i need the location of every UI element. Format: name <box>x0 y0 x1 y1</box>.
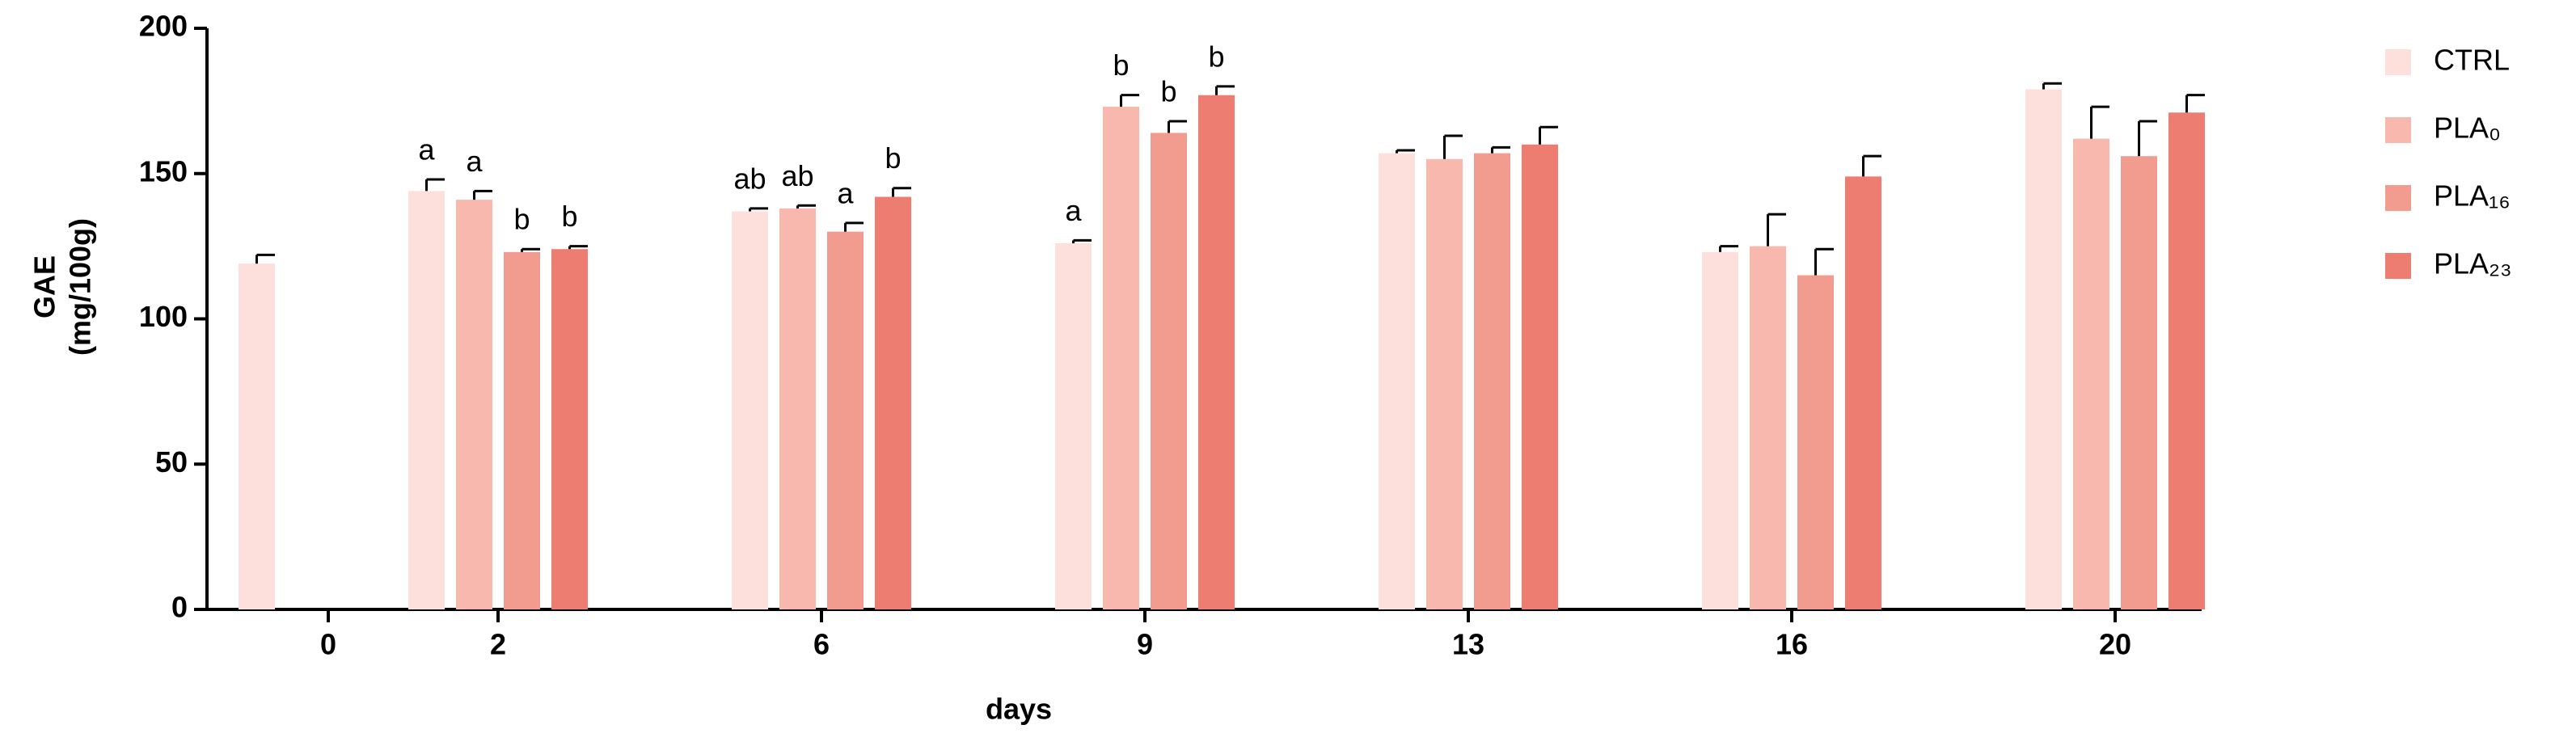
bar <box>504 251 540 609</box>
bar <box>875 196 911 609</box>
bar <box>1750 246 1786 609</box>
bar <box>239 263 275 609</box>
bar <box>1797 275 1834 609</box>
significance-letter: a <box>837 176 854 209</box>
y-axis-label: (mg/100g) <box>64 218 97 356</box>
x-tick-label: 0 <box>320 628 336 661</box>
bar <box>456 200 492 610</box>
legend-label: PLA₂₃ <box>2434 247 2512 280</box>
bar <box>2168 112 2205 609</box>
legend-swatch <box>2385 49 2411 75</box>
legend-label: PLA₀ <box>2434 112 2501 145</box>
y-tick-label: 150 <box>139 154 188 188</box>
bar <box>1845 176 1881 610</box>
significance-letter: b <box>561 200 577 233</box>
bar <box>408 191 445 609</box>
bar <box>551 249 588 609</box>
x-tick-label: 6 <box>813 628 830 661</box>
significance-letter: ab <box>781 159 813 192</box>
bar <box>1103 107 1139 609</box>
significance-letter: ab <box>733 162 766 195</box>
y-tick-label: 100 <box>139 300 188 333</box>
bar <box>1426 158 1463 609</box>
significance-letter: a <box>1065 194 1082 227</box>
bar <box>1379 153 1415 609</box>
bar <box>732 211 768 609</box>
bar <box>1151 133 1187 610</box>
bar <box>827 231 864 609</box>
y-tick-label: 50 <box>155 445 188 478</box>
bar <box>1198 95 1235 609</box>
legend-swatch <box>2385 185 2411 211</box>
x-axis-label: days <box>986 693 1052 726</box>
significance-letter: b <box>1160 75 1176 108</box>
significance-letter: b <box>1113 48 1129 82</box>
significance-letter: a <box>466 145 483 178</box>
bar <box>2121 156 2157 609</box>
x-tick-label: 13 <box>1452 628 1484 661</box>
significance-letter: b <box>1208 40 1224 73</box>
x-tick-label: 20 <box>2099 628 2131 661</box>
legend-label: CTRL <box>2434 44 2510 77</box>
x-tick-label: 9 <box>1137 628 1153 661</box>
bar <box>1522 144 1558 610</box>
bar <box>1474 153 1510 609</box>
significance-letter: b <box>885 141 901 175</box>
bar <box>779 208 816 609</box>
y-axis-label: GAE <box>28 255 61 318</box>
legend-swatch <box>2385 253 2411 279</box>
x-tick-label: 16 <box>1776 628 1808 661</box>
significance-letter: b <box>513 203 530 236</box>
bar <box>1055 243 1092 609</box>
legend-swatch <box>2385 117 2411 143</box>
legend-label: PLA₁₆ <box>2434 179 2511 213</box>
x-tick-label: 2 <box>490 628 506 661</box>
y-tick-label: 0 <box>171 591 188 624</box>
significance-letter: a <box>418 133 435 166</box>
bar <box>2025 89 2062 610</box>
y-tick-label: 200 <box>139 10 188 43</box>
bar <box>2073 138 2109 610</box>
bar <box>1702 251 1738 609</box>
